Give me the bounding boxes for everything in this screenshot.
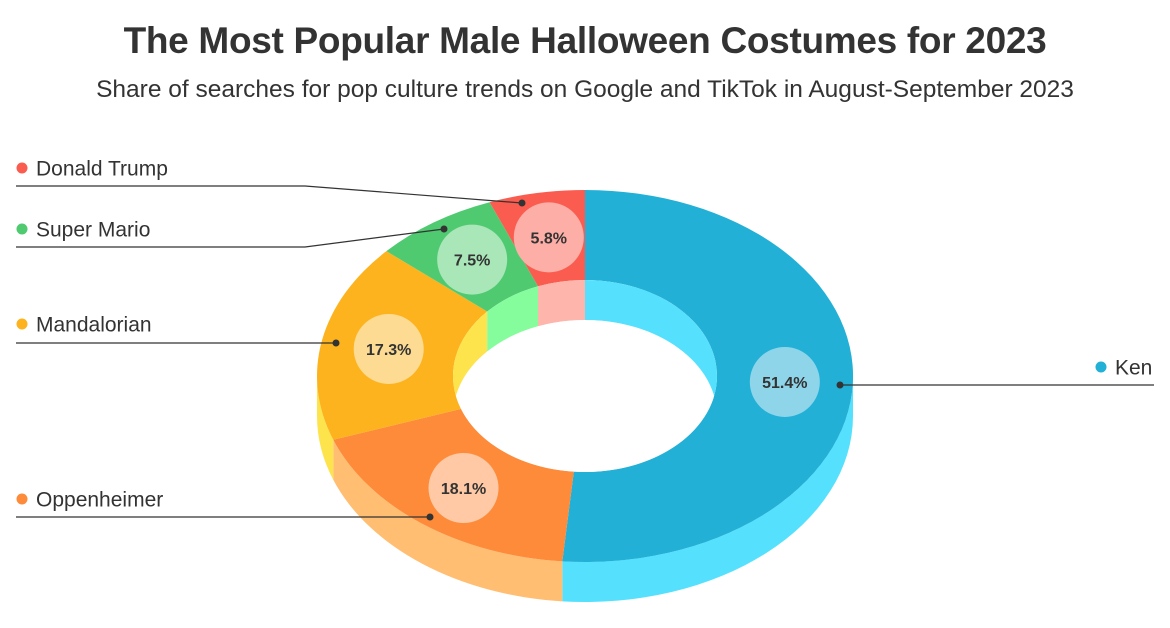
outer-side-walls [317, 376, 853, 602]
leader-dot-donald-trump [518, 199, 526, 207]
legend-swatch-donald-trump [16, 162, 28, 174]
legend-label-super-mario: Super Mario [36, 219, 150, 242]
outer-side-mandalorian [317, 376, 334, 480]
leader-line-donald-trump [16, 185, 523, 204]
chart-subtitle: Share of searches for pop culture trends… [96, 76, 1074, 103]
value-label-super-mario: 7.5% [454, 253, 490, 270]
inner-side-super-mario [487, 286, 538, 352]
value-bubble-mandalorian [353, 313, 424, 384]
inner-side-donald-trump [537, 280, 585, 327]
legend-swatch-ken [1095, 361, 1107, 373]
value-bubble-donald-trump [513, 202, 584, 273]
inner-side-mandalorian [453, 311, 488, 416]
legend: Donald Trump Super Mario Mandalorian Oppenh… [16, 158, 1154, 521]
legend-swatch-mandalorian [16, 318, 28, 330]
value-bubble-super-mario [437, 224, 508, 295]
legend-label-ken: Ken [1115, 357, 1152, 380]
value-label-mandalorian: 17.3% [366, 342, 411, 359]
leader-dot-oppenheimer [426, 513, 434, 521]
outer-side-oppenheimer [333, 439, 563, 602]
leader-line-super-mario [16, 228, 445, 248]
value-bubble-ken [749, 346, 820, 417]
slice-ken[interactable] [562, 190, 854, 562]
legend-label-oppenheimer: Oppenheimer [36, 489, 163, 512]
leader-dot-ken [836, 381, 844, 389]
inner-side-ken [585, 280, 717, 416]
legend-label-mandalorian: Mandalorian [36, 314, 152, 337]
legend-label-donald-trump: Donald Trump [36, 158, 168, 181]
value-labels: 51.4% 18.1% 17.3% 7.5% 5.8% [353, 202, 820, 524]
leader-dot-mandalorian [332, 339, 340, 347]
leader-dot-super-mario [440, 225, 448, 233]
value-label-donald-trump: 5.8% [531, 230, 567, 247]
chart-title: The Most Popular Male Halloween Costumes… [123, 20, 1047, 61]
value-label-ken: 51.4% [762, 375, 807, 392]
outer-side-ken [562, 376, 853, 602]
value-bubble-oppenheimer [428, 453, 499, 524]
legend-swatch-super-mario [16, 223, 28, 235]
value-label-oppenheimer: 18.1% [441, 481, 486, 498]
legend-swatch-oppenheimer [16, 493, 28, 505]
